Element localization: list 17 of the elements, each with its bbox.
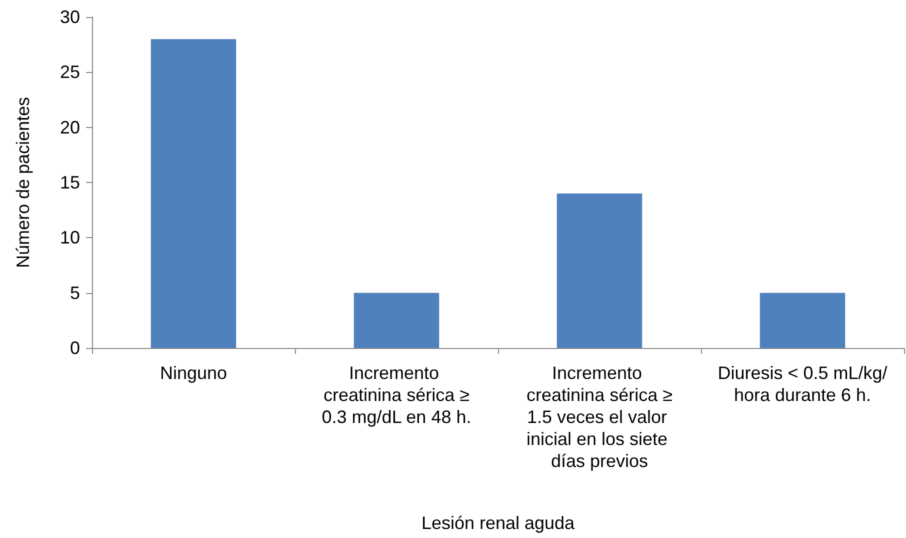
- y-tick-label: 5: [70, 282, 80, 303]
- x-tick-label: Ninguno: [160, 363, 228, 383]
- bar: [150, 39, 236, 348]
- bar: [556, 194, 642, 348]
- y-tick-label: 30: [60, 7, 80, 27]
- y-tick-label: 25: [60, 62, 80, 82]
- y-tick-label: 20: [60, 117, 80, 138]
- x-tick-label: Incremento creatinina sérica ≥0.3 mg/dL en 48 h.: [322, 363, 472, 427]
- y-tick-label: 0: [70, 338, 80, 358]
- x-axis-title: Lesión renal aguda: [421, 513, 576, 533]
- bar: [354, 292, 440, 348]
- x-tick-label: Incremento creatinina sérica ≥1.5 veces el valor inicial en los siete días previos: [526, 363, 673, 471]
- y-tick-label: 15: [60, 172, 80, 192]
- x-tick-label: Diuresis < 0.5 mL/kg/hora durante 6 h.: [718, 363, 888, 405]
- y-axis-title: Número de pacientes: [13, 96, 33, 268]
- y-tick-label: 10: [60, 228, 80, 248]
- bar: [760, 292, 846, 348]
